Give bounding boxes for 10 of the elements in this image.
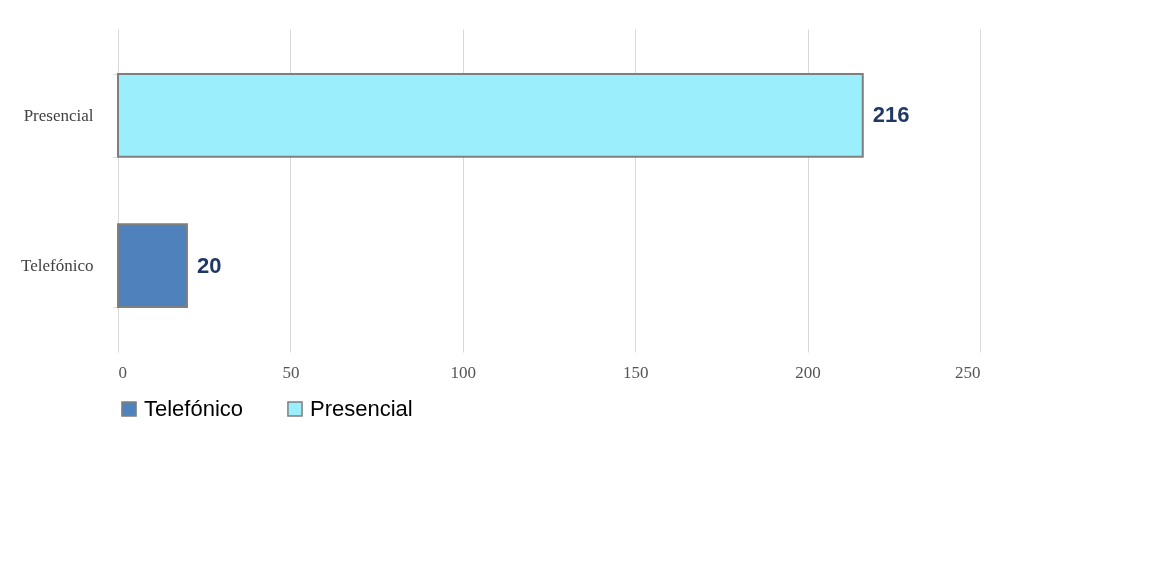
legend-label: Presencial	[310, 396, 413, 421]
x-tick-label: 0	[118, 362, 127, 382]
data-label: 20	[196, 252, 222, 278]
x-tick-label: 150	[622, 362, 649, 382]
x-tick-label: 50	[282, 362, 300, 382]
data-label: 216	[872, 102, 910, 128]
legend-label: Telefónico	[144, 396, 244, 421]
x-tick-label: 250	[955, 362, 981, 382]
x-tick-label: 100	[450, 362, 477, 382]
x-tick-label: 200	[795, 362, 821, 382]
